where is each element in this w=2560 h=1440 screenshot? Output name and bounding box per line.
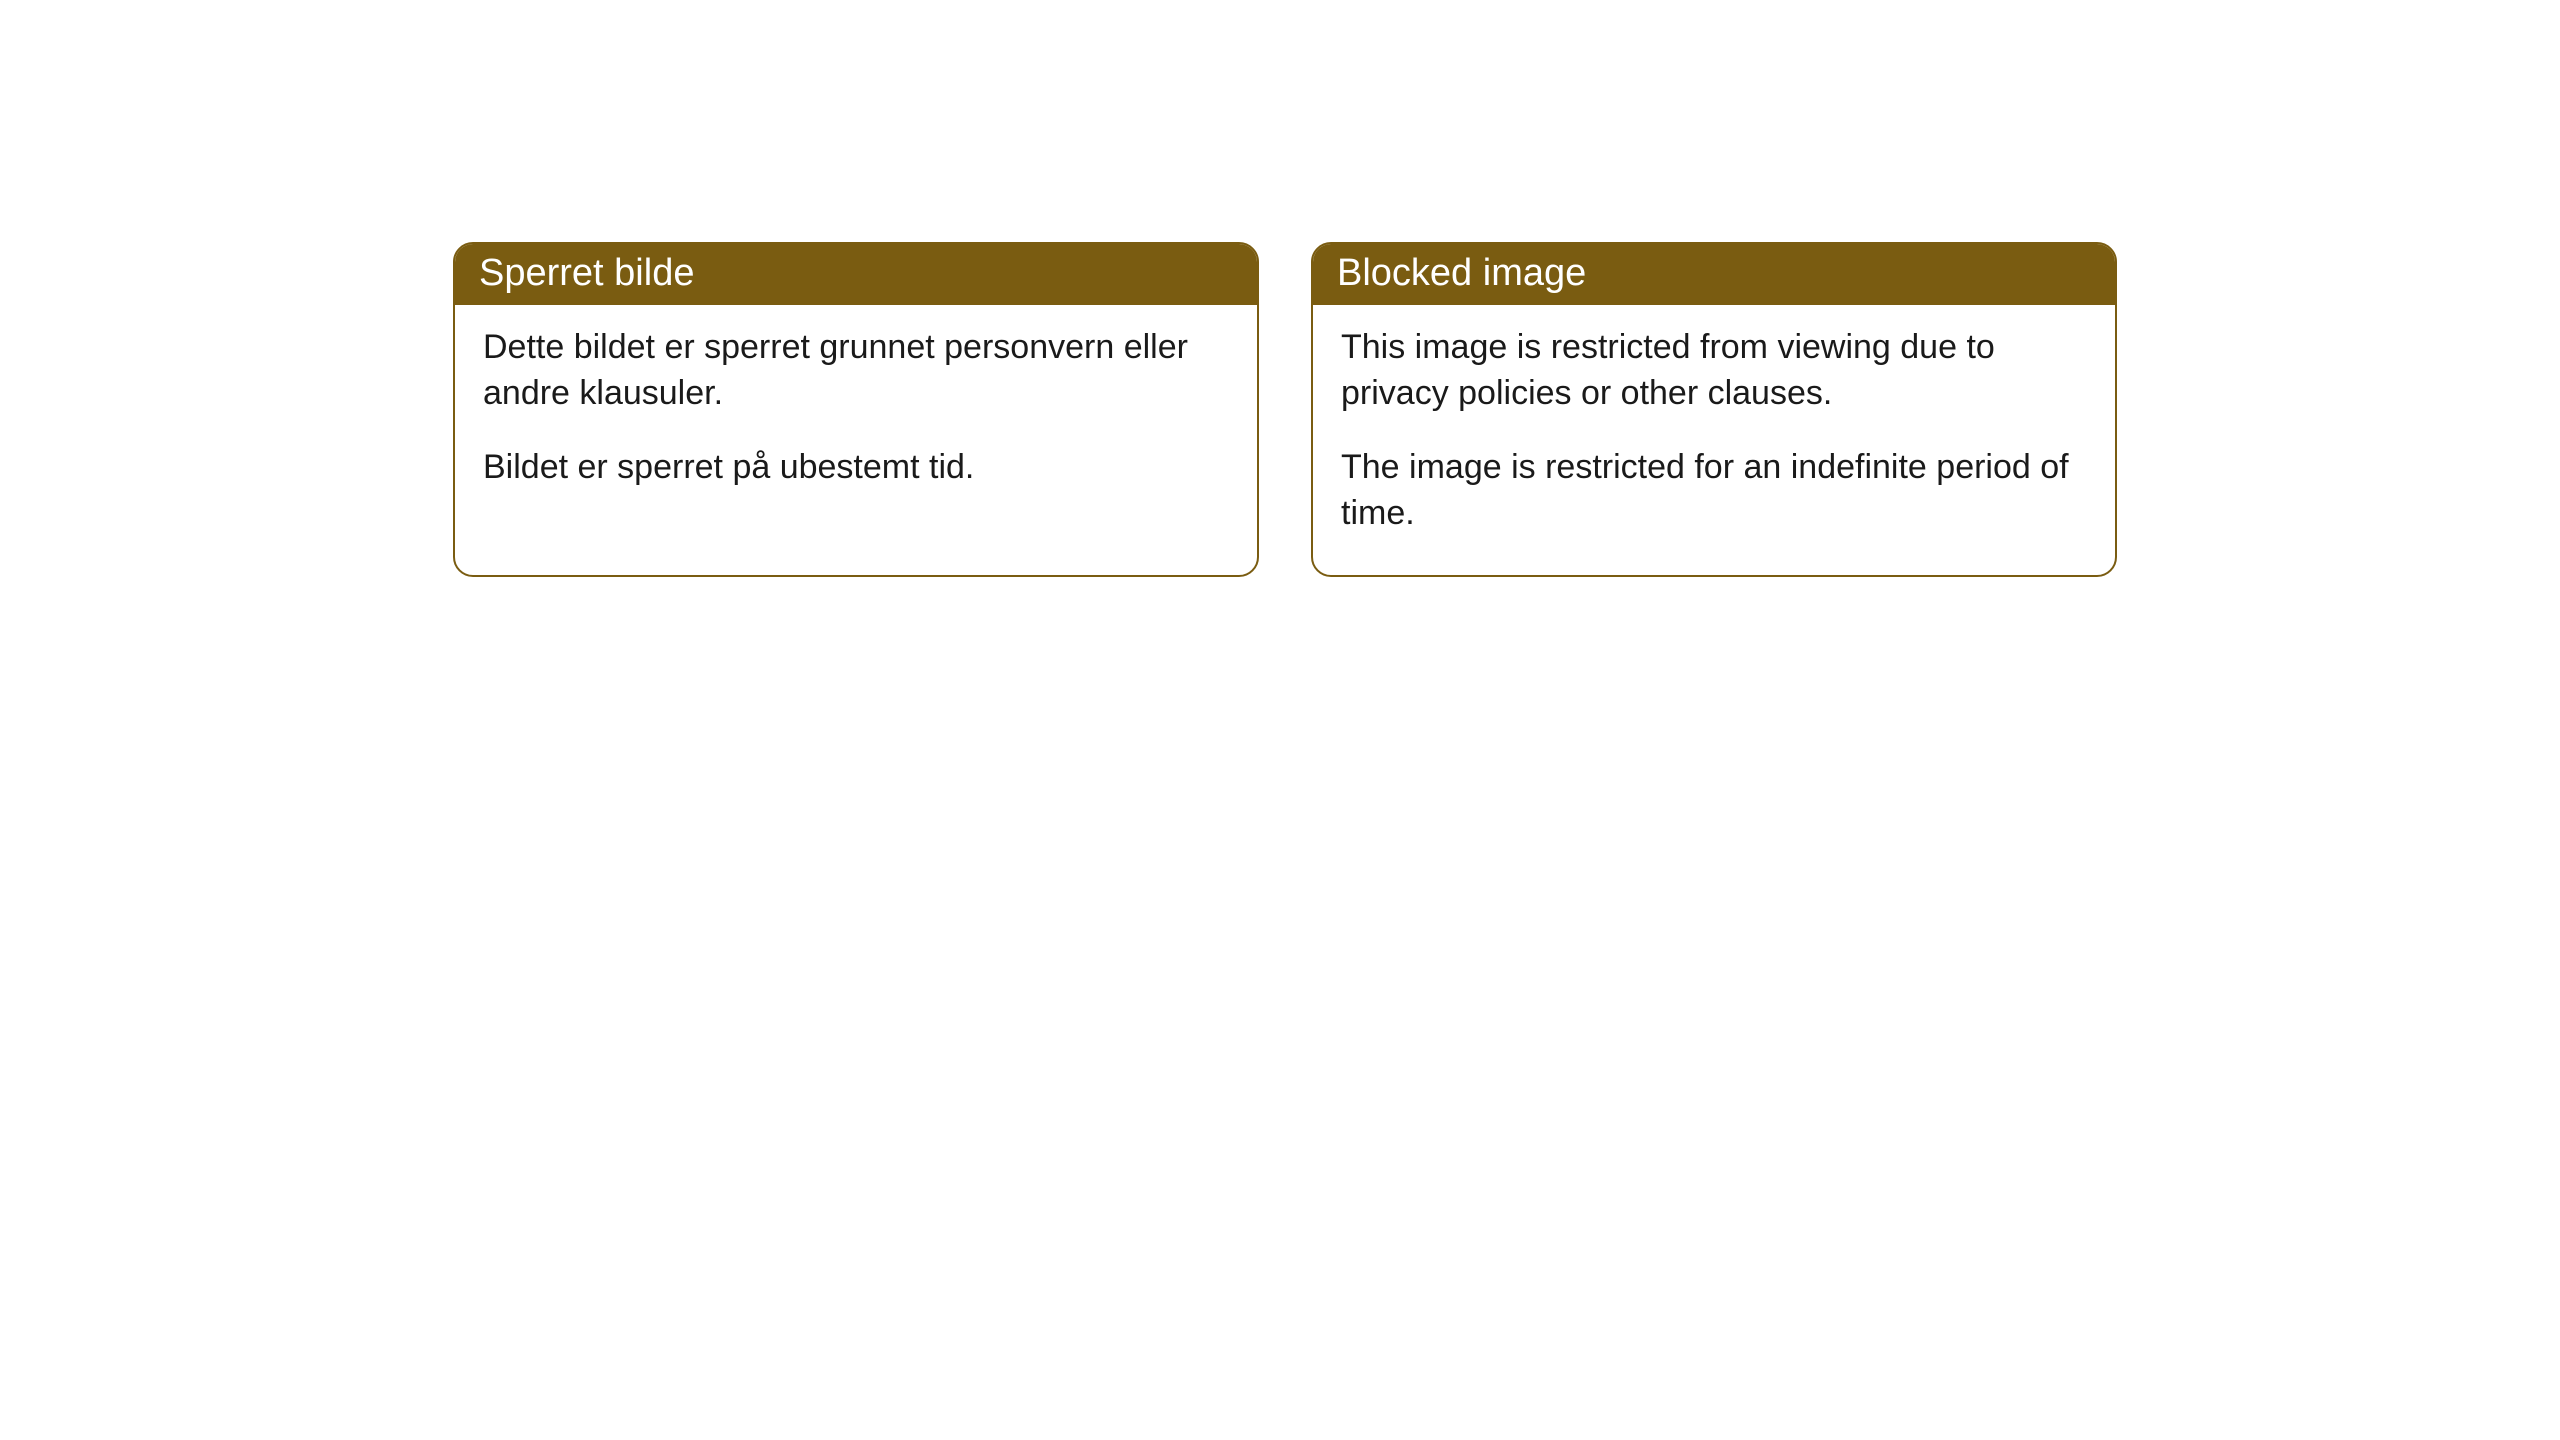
card-paragraph: The image is restricted for an indefinit… <box>1341 445 2087 537</box>
cards-container: Sperret bilde Dette bildet er sperret gr… <box>0 0 2560 577</box>
card-paragraph: This image is restricted from viewing du… <box>1341 325 2087 417</box>
card-title: Sperret bilde <box>479 252 694 294</box>
card-body: This image is restricted from viewing du… <box>1313 305 2115 575</box>
card-title: Blocked image <box>1337 252 1586 294</box>
card-header: Sperret bilde <box>455 244 1257 305</box>
card-paragraph: Dette bildet er sperret grunnet personve… <box>483 325 1229 417</box>
card-body: Dette bildet er sperret grunnet personve… <box>455 305 1257 529</box>
card-header: Blocked image <box>1313 244 2115 305</box>
card-paragraph: Bildet er sperret på ubestemt tid. <box>483 445 1229 491</box>
blocked-image-card-no: Sperret bilde Dette bildet er sperret gr… <box>453 242 1259 577</box>
blocked-image-card-en: Blocked image This image is restricted f… <box>1311 242 2117 577</box>
